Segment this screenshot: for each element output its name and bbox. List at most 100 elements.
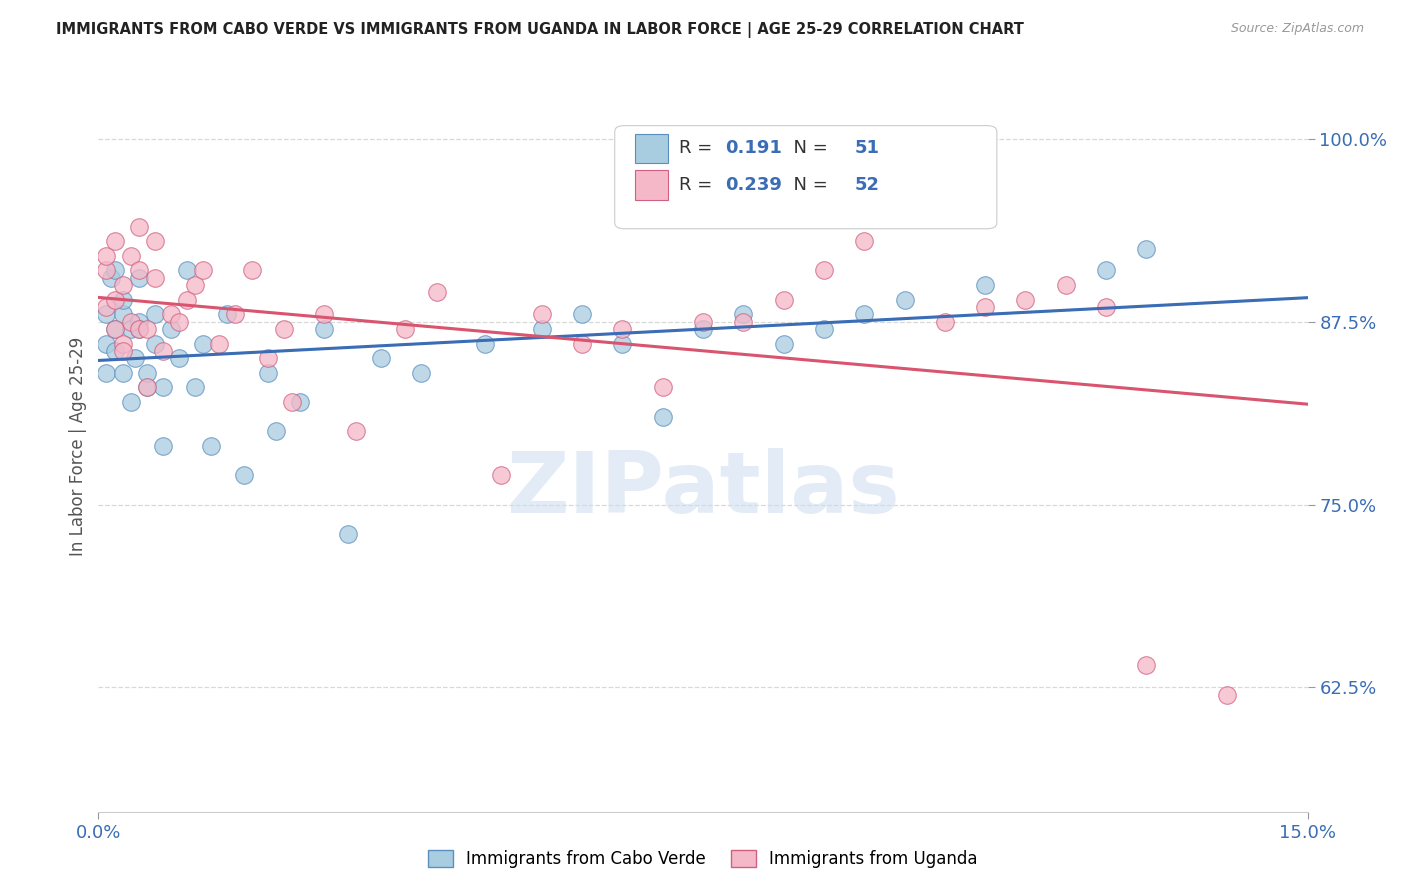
Point [1095, 263, 1118, 277]
Point [934, 315, 956, 329]
Point [167, 351, 190, 366]
Point [120, 315, 142, 329]
Text: 0.191: 0.191 [724, 139, 782, 157]
Point [96, 336, 118, 351]
Point [103, 322, 125, 336]
Point [612, 336, 634, 351]
Point [1014, 293, 1036, 307]
Point [240, 263, 263, 277]
Point [256, 351, 278, 366]
Point [394, 322, 416, 336]
Text: 51: 51 [855, 139, 879, 157]
Point [813, 263, 835, 277]
Point [974, 300, 997, 314]
Point [200, 439, 222, 453]
Legend: Immigrants from Cabo Verde, Immigrants from Uganda: Immigrants from Cabo Verde, Immigrants f… [420, 842, 986, 877]
Point [733, 315, 755, 329]
Point [96, 307, 118, 321]
FancyBboxPatch shape [636, 170, 668, 200]
Point [176, 293, 198, 307]
Point [232, 468, 254, 483]
Point [571, 307, 593, 321]
Point [193, 336, 215, 351]
Point [853, 234, 876, 248]
Point [128, 219, 150, 234]
Point [103, 263, 125, 277]
Point [135, 366, 157, 380]
Point [160, 307, 183, 321]
Point [314, 307, 336, 321]
Point [314, 322, 336, 336]
Point [143, 234, 166, 248]
Point [128, 315, 150, 329]
Point [337, 526, 360, 541]
Point [893, 190, 915, 204]
Point [1216, 688, 1239, 702]
Point [256, 366, 278, 380]
Point [217, 307, 239, 321]
Point [124, 351, 146, 366]
Point [103, 322, 125, 336]
Point [103, 343, 125, 358]
Point [184, 278, 207, 293]
Point [530, 307, 553, 321]
Point [111, 336, 134, 351]
Point [111, 293, 134, 307]
Point [772, 336, 794, 351]
Text: N =: N = [782, 176, 834, 194]
Point [96, 249, 118, 263]
Text: IMMIGRANTS FROM CABO VERDE VS IMMIGRANTS FROM UGANDA IN LABOR FORCE | AGE 25-29 : IMMIGRANTS FROM CABO VERDE VS IMMIGRANTS… [56, 22, 1024, 38]
Point [143, 270, 166, 285]
Point [853, 307, 876, 321]
Point [111, 343, 134, 358]
Y-axis label: In Labor Force | Age 25-29: In Labor Force | Age 25-29 [69, 336, 87, 556]
Point [281, 395, 304, 409]
Point [612, 322, 634, 336]
Point [120, 322, 142, 336]
Point [193, 263, 215, 277]
Text: R =: R = [679, 139, 718, 157]
Text: ZIPatlas: ZIPatlas [506, 449, 900, 532]
Point [1095, 300, 1118, 314]
Text: 0.239: 0.239 [724, 176, 782, 194]
Point [120, 395, 142, 409]
Point [128, 263, 150, 277]
Point [426, 285, 449, 300]
Point [96, 366, 118, 380]
Point [264, 425, 287, 439]
Point [152, 343, 174, 358]
Point [184, 380, 207, 394]
Point [651, 409, 673, 424]
Point [160, 322, 183, 336]
Point [152, 380, 174, 394]
Point [128, 322, 150, 336]
Point [893, 293, 915, 307]
Text: Source: ZipAtlas.com: Source: ZipAtlas.com [1230, 22, 1364, 36]
Point [273, 322, 295, 336]
Point [143, 307, 166, 321]
Point [96, 263, 118, 277]
Point [128, 322, 150, 336]
Point [974, 278, 997, 293]
FancyBboxPatch shape [614, 126, 997, 228]
Text: R =: R = [679, 176, 718, 194]
Point [128, 270, 150, 285]
Point [152, 439, 174, 453]
Point [370, 351, 392, 366]
Text: N =: N = [782, 139, 834, 157]
Point [772, 293, 794, 307]
Point [176, 263, 198, 277]
Point [100, 270, 122, 285]
Point [733, 307, 755, 321]
Point [571, 336, 593, 351]
Point [111, 307, 134, 321]
Point [344, 425, 367, 439]
Point [208, 336, 231, 351]
Point [167, 315, 190, 329]
Point [103, 234, 125, 248]
Point [143, 336, 166, 351]
Point [651, 380, 673, 394]
Point [103, 293, 125, 307]
Point [530, 322, 553, 336]
Point [1054, 278, 1077, 293]
